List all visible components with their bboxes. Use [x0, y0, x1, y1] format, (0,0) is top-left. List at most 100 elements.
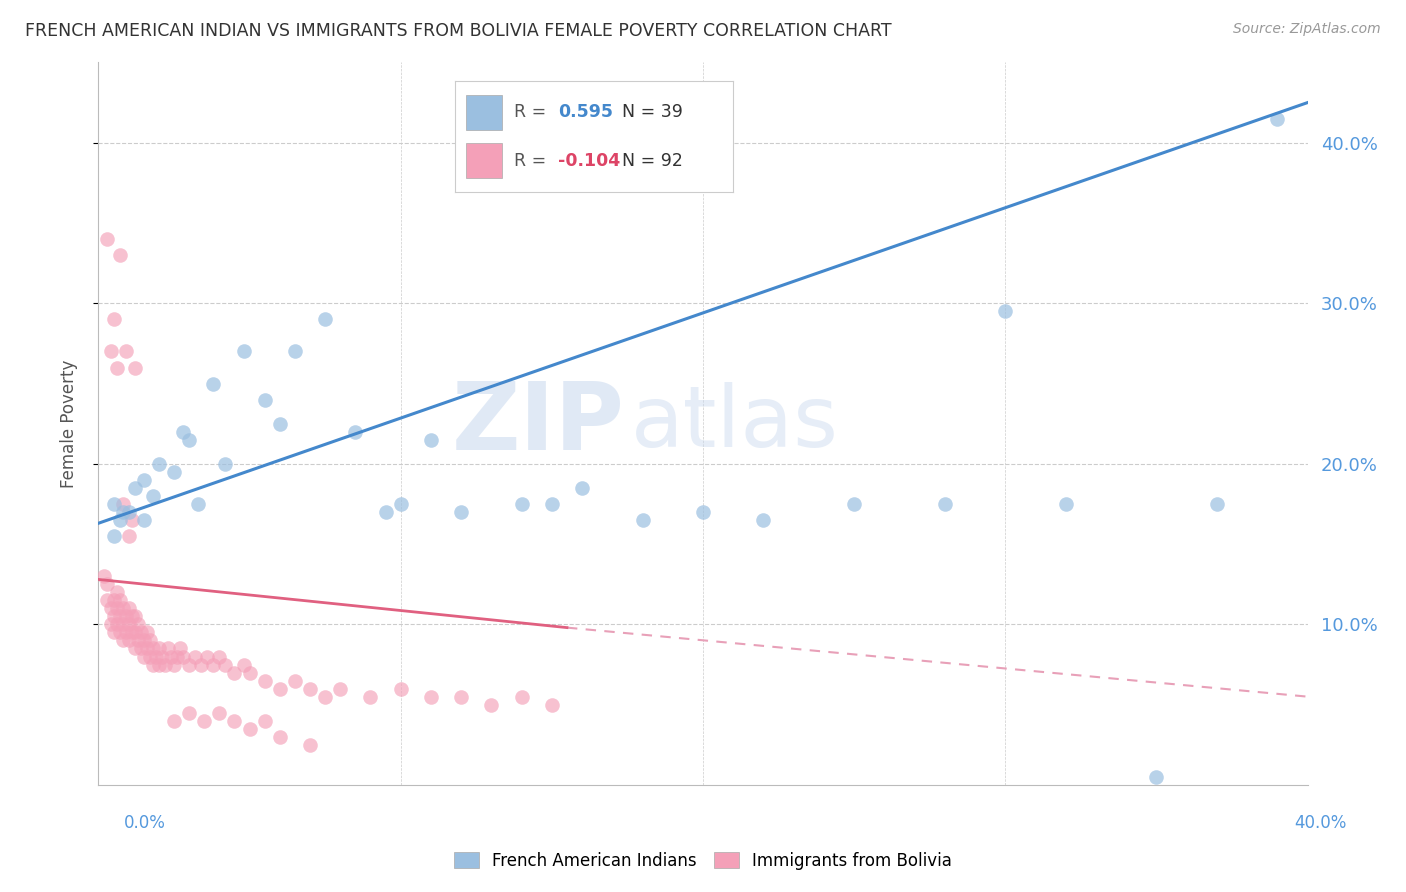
Point — [253, 392, 276, 407]
Point — [187, 497, 209, 511]
Point — [344, 425, 367, 439]
Point — [100, 617, 122, 632]
Point — [103, 609, 125, 624]
Point — [214, 457, 236, 471]
Point — [202, 657, 225, 672]
Point — [269, 417, 291, 431]
Point — [118, 601, 141, 615]
Point — [232, 344, 254, 359]
Point — [135, 625, 157, 640]
Point — [111, 633, 134, 648]
Point — [108, 609, 131, 624]
Point — [156, 641, 179, 656]
Point — [114, 609, 136, 624]
Point — [103, 593, 125, 607]
Point — [631, 513, 654, 527]
Point — [844, 497, 866, 511]
Point — [118, 617, 141, 632]
Point — [239, 722, 262, 736]
Text: FRENCH AMERICAN INDIAN VS IMMIGRANTS FROM BOLIVIA FEMALE POVERTY CORRELATION CHA: FRENCH AMERICAN INDIAN VS IMMIGRANTS FRO… — [25, 22, 891, 40]
Point — [994, 304, 1017, 318]
Point — [1267, 112, 1289, 126]
Point — [135, 641, 157, 656]
Point — [195, 649, 218, 664]
Point — [132, 649, 155, 664]
Point — [224, 665, 246, 680]
Point — [571, 481, 593, 495]
Point — [142, 489, 165, 503]
Point — [139, 633, 162, 648]
Point — [1054, 497, 1077, 511]
Point — [132, 473, 155, 487]
Point — [184, 649, 207, 664]
Point — [111, 497, 134, 511]
Point — [111, 617, 134, 632]
Point — [129, 641, 152, 656]
Point — [121, 609, 143, 624]
Point — [148, 657, 170, 672]
Point — [111, 505, 134, 519]
Point — [253, 714, 276, 728]
Point — [118, 505, 141, 519]
Point — [129, 625, 152, 640]
Point — [108, 513, 131, 527]
Point — [103, 529, 125, 543]
Point — [127, 617, 149, 632]
Point — [239, 665, 262, 680]
Point — [124, 360, 146, 375]
Point — [269, 681, 291, 696]
Point — [389, 497, 412, 511]
Point — [96, 232, 118, 246]
Point — [299, 738, 322, 752]
Point — [100, 344, 122, 359]
Point — [179, 657, 201, 672]
Point — [139, 649, 162, 664]
Point — [105, 617, 128, 632]
Point — [329, 681, 352, 696]
Point — [202, 376, 225, 391]
Point — [299, 681, 322, 696]
Point — [93, 569, 115, 583]
Point — [96, 593, 118, 607]
Point — [510, 690, 533, 704]
Point — [389, 681, 412, 696]
Point — [450, 505, 472, 519]
Point — [103, 312, 125, 326]
Point — [124, 481, 146, 495]
Point — [269, 730, 291, 744]
Point — [118, 529, 141, 543]
Point — [132, 633, 155, 648]
Point — [190, 657, 212, 672]
Point — [111, 601, 134, 615]
Point — [169, 641, 191, 656]
Point — [160, 649, 183, 664]
Point — [118, 633, 141, 648]
Text: 0.0%: 0.0% — [124, 814, 166, 831]
Y-axis label: Female Poverty: Female Poverty — [59, 359, 77, 488]
Point — [540, 497, 562, 511]
Point — [103, 625, 125, 640]
Text: atlas: atlas — [630, 382, 838, 466]
Point — [481, 698, 503, 712]
Point — [163, 657, 186, 672]
Point — [114, 344, 136, 359]
Point — [179, 433, 201, 447]
Point — [142, 657, 165, 672]
Point — [148, 457, 170, 471]
Text: Source: ZipAtlas.com: Source: ZipAtlas.com — [1233, 22, 1381, 37]
Point — [208, 706, 231, 720]
Point — [105, 360, 128, 375]
Point — [232, 657, 254, 672]
Point — [214, 657, 236, 672]
Legend: French American Indians, Immigrants from Bolivia: French American Indians, Immigrants from… — [447, 846, 959, 877]
Point — [150, 649, 173, 664]
Point — [108, 625, 131, 640]
Point — [166, 649, 188, 664]
Point — [1144, 770, 1167, 784]
Point — [934, 497, 956, 511]
Point — [121, 625, 143, 640]
Point — [284, 673, 307, 688]
Point — [208, 649, 231, 664]
Point — [692, 505, 714, 519]
Point — [105, 601, 128, 615]
